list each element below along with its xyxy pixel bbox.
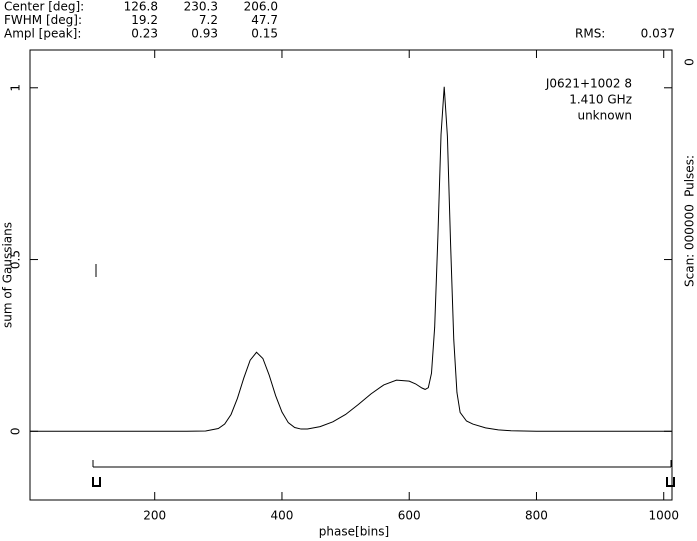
x-tick-label: 600 [398, 509, 421, 523]
plot-frame [29, 49, 673, 501]
y-tick-label: 0.5 [9, 250, 23, 269]
y-tick-label: 1 [9, 84, 23, 92]
param-value: 206.0 [244, 0, 278, 14]
param-value: 19.2 [131, 13, 158, 27]
window-markers [92, 264, 675, 487]
annotation: J0621+1002 8 [545, 77, 632, 91]
param-value: 0.93 [191, 27, 218, 41]
pulses-label: Pulses: [683, 155, 697, 197]
y-tick-label: 0 [9, 427, 23, 435]
x-axis-label: phase[bins] [319, 525, 389, 539]
param-value: 47.7 [251, 13, 278, 27]
x-tick-label: 200 [143, 509, 166, 523]
param-value: 7.2 [199, 13, 218, 27]
x-tick-label: 400 [271, 509, 294, 523]
x-tick-label: 1000 [648, 509, 679, 523]
scan-label: Scan: 000000 [683, 204, 697, 287]
param-label: FWHM [deg]: [4, 13, 82, 27]
rms-label: RMS: [575, 27, 605, 41]
pulses-value: 0 [683, 58, 697, 66]
param-label: Ampl [peak]: [4, 27, 81, 41]
x-tick-label: 800 [525, 509, 548, 523]
y-axis-label: sum of Gaussians [1, 222, 15, 328]
param-value: 0.23 [131, 27, 158, 41]
param-label: Center [deg]: [4, 0, 84, 14]
param-value: 0.15 [251, 27, 278, 41]
rms-value: 0.037 [641, 27, 675, 41]
profile-line [30, 86, 672, 432]
param-value: 230.3 [184, 0, 218, 14]
annotation: unknown [577, 109, 632, 123]
param-value: 126.8 [124, 0, 158, 14]
annotation: 1.410 GHz [569, 93, 632, 107]
